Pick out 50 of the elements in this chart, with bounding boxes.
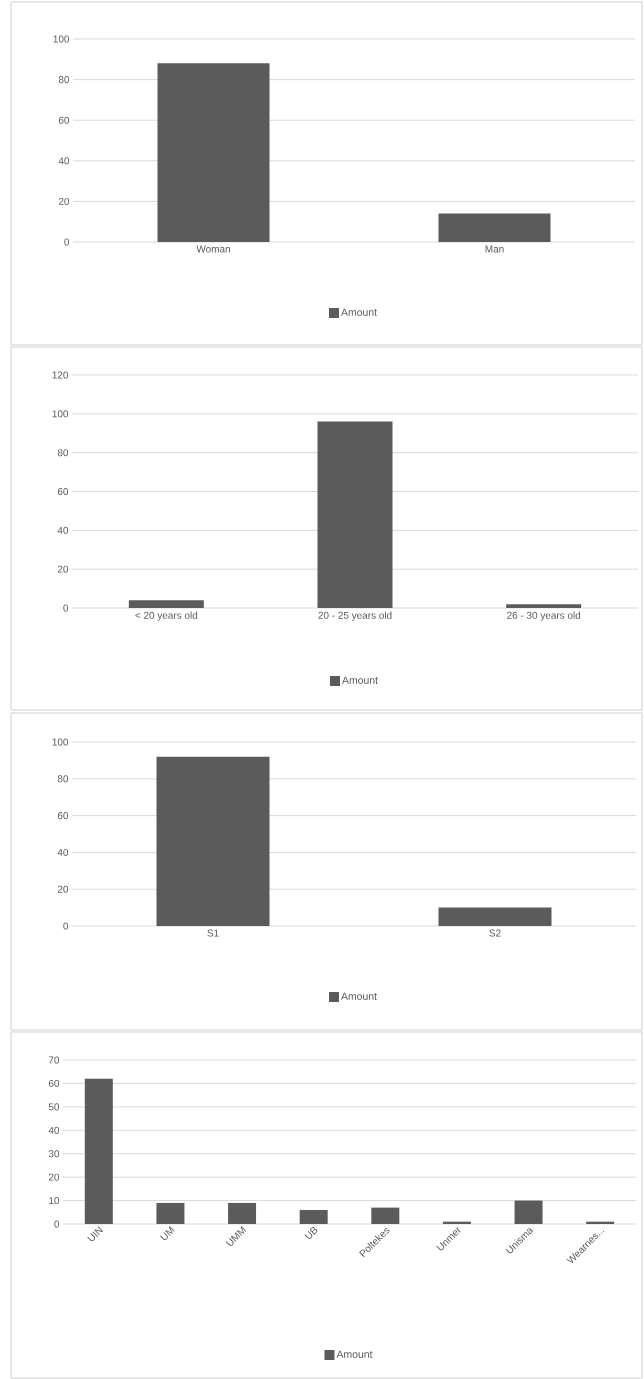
y-tick-label: 40 — [57, 526, 69, 534]
x-tick-label: < 20 years old — [135, 611, 198, 621]
y-tick-label: 100 — [53, 35, 70, 43]
x-tick-label: 20 - 25 years old — [318, 611, 392, 621]
y-tick-label: 40 — [58, 157, 70, 165]
legend-label: Amount — [340, 308, 377, 316]
x-tick-label: UIN — [87, 1226, 104, 1242]
legend-label: Amount — [341, 676, 378, 684]
y-tick-label: 60 — [57, 487, 69, 496]
y-tick-label: 100 — [52, 410, 69, 418]
bar — [299, 1209, 328, 1225]
y-tick-label: 20 — [48, 1173, 60, 1181]
x-tick-label: Woman — [196, 245, 230, 253]
x-tick-label: UB — [304, 1227, 318, 1239]
y-tick-label: 40 — [57, 848, 69, 856]
x-tick-label: UM — [160, 1226, 175, 1241]
bar — [128, 600, 204, 609]
bar — [228, 1202, 257, 1225]
y-tick-label: 60 — [57, 812, 69, 820]
y-tick-label: 20 — [57, 565, 69, 573]
y-tick-label: 80 — [57, 775, 69, 783]
x-tick-label: S2 — [489, 929, 501, 937]
y-tick-label: 50 — [48, 1103, 60, 1111]
x-tick-label: Man — [485, 245, 504, 253]
y-tick-label: 0 — [64, 238, 70, 246]
y-tick-label: 40 — [48, 1126, 60, 1134]
legend-label: Amount — [340, 992, 377, 1000]
y-tick-label: 10 — [49, 1197, 60, 1205]
legend-label: Amount — [336, 1350, 373, 1358]
x-tick-label: 26 - 30 years old — [507, 611, 581, 621]
x-tick-label: S1 — [207, 929, 219, 937]
y-tick-label: 30 — [48, 1150, 60, 1158]
bar — [317, 421, 393, 609]
bar — [514, 1200, 543, 1225]
bar — [84, 1078, 113, 1225]
y-tick-label: 20 — [57, 885, 69, 893]
y-tick-label: 100 — [52, 738, 69, 746]
y-tick-label: 0 — [63, 922, 69, 930]
bar — [371, 1207, 400, 1225]
y-tick-label: 20 — [58, 197, 70, 205]
y-tick-label: 60 — [58, 116, 70, 124]
y-tick-label: 0 — [63, 604, 69, 612]
y-tick-label: 60 — [48, 1079, 60, 1087]
bar — [156, 1202, 185, 1225]
y-tick-label: 80 — [57, 449, 69, 457]
y-tick-label: 80 — [58, 76, 70, 84]
bar — [506, 604, 582, 609]
y-tick-label: 0 — [54, 1220, 60, 1228]
y-tick-label: 70 — [48, 1056, 60, 1064]
y-tick-label: 120 — [52, 371, 69, 379]
